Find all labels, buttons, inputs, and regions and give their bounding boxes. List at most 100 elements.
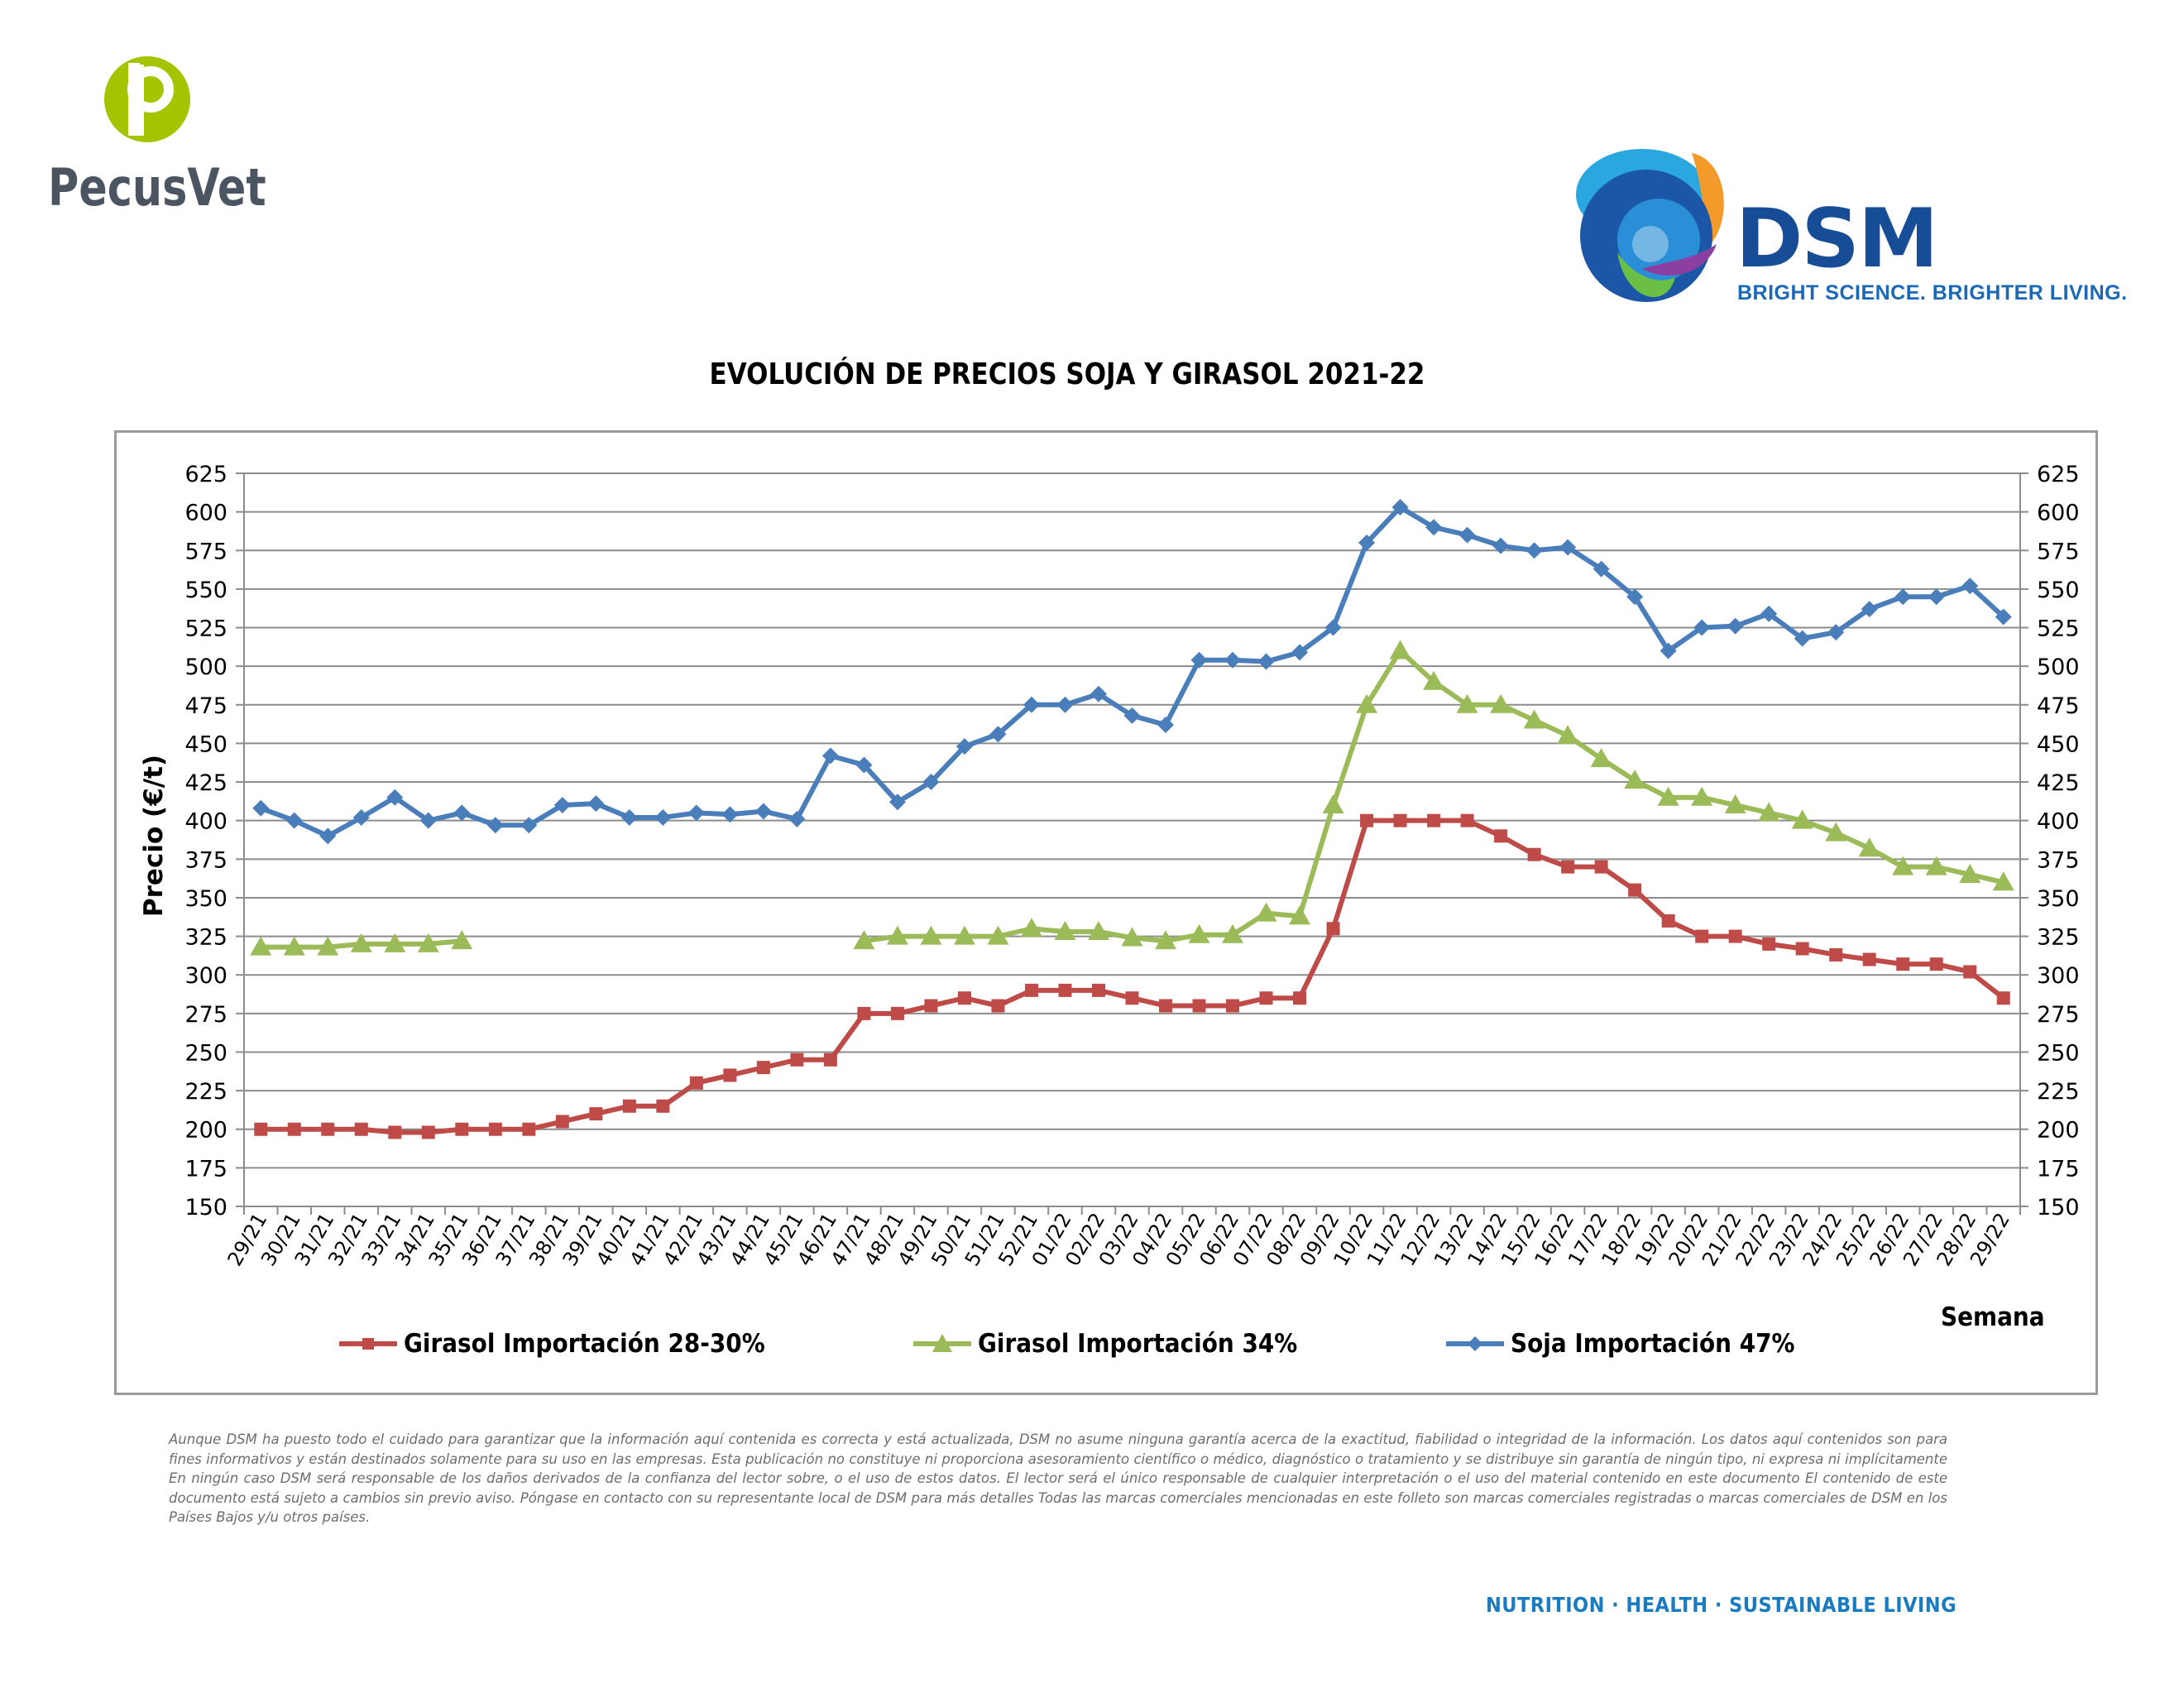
footer-slogan: NUTRITION · HEALTH · SUSTAINABLE LIVING [1486, 1593, 1957, 1617]
y-tick-label: 175 [184, 1156, 228, 1182]
data-point [1992, 871, 2014, 891]
data-point [589, 1107, 603, 1121]
series-soja-47 [252, 499, 2012, 845]
tick-labels: 150 150 175 175 200 200 225 225 250 250 275 275 300 3… [184, 462, 2079, 1270]
data-point [1458, 526, 1476, 544]
data-point [1155, 930, 1177, 950]
data-point [1829, 947, 1843, 961]
data-point [1727, 617, 1744, 635]
data-point [1523, 709, 1545, 729]
data-point [886, 925, 908, 945]
grid-lines [244, 472, 2020, 1169]
data-point [853, 930, 875, 950]
data-point [1427, 813, 1441, 827]
dsm-logo-text: DSM [1736, 192, 1938, 286]
data-point [1456, 693, 1478, 713]
y-tick-label: 575 [184, 539, 228, 564]
y-tick-label: 400 [184, 809, 228, 835]
series-line [261, 818, 2005, 1135]
data-point [1925, 856, 1947, 875]
data-point [1257, 653, 1275, 670]
y-tick-label: 625 [184, 462, 228, 487]
data-point [1494, 829, 1508, 843]
data-point [989, 726, 1007, 743]
data-point [1525, 542, 1543, 559]
data-point [1660, 642, 1677, 659]
data-point [1293, 991, 1307, 1005]
data-point [1661, 914, 1675, 928]
data-point [1090, 685, 1107, 703]
data-point [888, 794, 906, 811]
data-point [388, 1125, 402, 1139]
y-tick-label: 375 [184, 847, 228, 873]
data-point [1222, 923, 1244, 943]
data-point [1058, 983, 1072, 997]
y2-tick-label: 625 [2037, 462, 2080, 487]
series-line [260, 505, 2005, 839]
series-girasol-28-30 [254, 813, 2010, 1139]
data-point [1861, 601, 1878, 618]
data-point [455, 1122, 469, 1136]
y2-tick-label: 350 [2037, 886, 2080, 912]
y2-tick-label: 175 [2037, 1156, 2080, 1182]
data-point [1959, 863, 1981, 883]
data-point [1425, 519, 1443, 536]
data-point [1795, 942, 1809, 956]
data-point [1791, 809, 1813, 829]
data-point [754, 803, 772, 820]
data-point [1322, 794, 1344, 814]
y2-tick-label: 375 [2037, 847, 2080, 873]
data-point [1825, 822, 1847, 842]
data-point [1527, 847, 1541, 861]
y2-tick-label: 225 [2037, 1079, 2080, 1105]
y2-tick-label: 475 [2037, 693, 2080, 719]
data-point [1657, 786, 1679, 806]
data-point [723, 1068, 737, 1082]
data-point [1157, 717, 1175, 734]
y-tick-label: 475 [184, 693, 228, 719]
legend-item-soja-47: Soja Importación 47% [1446, 1327, 1827, 1360]
data-point [689, 1076, 703, 1090]
data-point [1894, 588, 1912, 606]
y-tick-label: 550 [184, 578, 228, 603]
axes [236, 472, 2028, 1215]
dsm-tagline: BRIGHT SCIENCE. BRIGHTER LIVING. [1737, 281, 2128, 305]
data-point [1762, 937, 1776, 951]
data-point [555, 1115, 569, 1129]
data-point [1557, 725, 1579, 745]
data-point [283, 936, 305, 956]
legend-item-girasol-28-30: Girasol Importación 28-30% [339, 1327, 805, 1360]
data-point [1695, 929, 1709, 943]
data-point [488, 1122, 502, 1136]
y-tick-label: 450 [184, 731, 228, 757]
data-point [1624, 770, 1646, 789]
data-point [1289, 905, 1311, 925]
data-point [924, 999, 938, 1013]
data-point [1255, 902, 1277, 922]
data-point [250, 936, 272, 956]
data-point [1056, 696, 1074, 713]
data-point [1760, 605, 1778, 622]
y2-tick-label: 250 [2037, 1040, 2080, 1066]
data-point [1862, 952, 1876, 966]
data-point [756, 1061, 770, 1075]
data-point [1023, 696, 1040, 713]
data-point [1896, 957, 1910, 971]
data-point [1928, 588, 1945, 606]
data-point [687, 804, 705, 822]
data-point [620, 808, 638, 826]
data-point [1159, 999, 1173, 1013]
data-point [1192, 999, 1206, 1013]
data-point [1123, 707, 1141, 724]
data-point [1291, 644, 1309, 661]
data-point [1054, 920, 1076, 940]
data-point [1559, 539, 1577, 556]
y2-tick-label: 575 [2037, 539, 2080, 564]
pecusvet-logo-icon [104, 56, 190, 142]
data-point [321, 1122, 335, 1136]
data-point [1259, 991, 1273, 1005]
data-point [1087, 920, 1109, 940]
data-point [1995, 608, 2012, 626]
y2-tick-label: 525 [2037, 616, 2080, 642]
